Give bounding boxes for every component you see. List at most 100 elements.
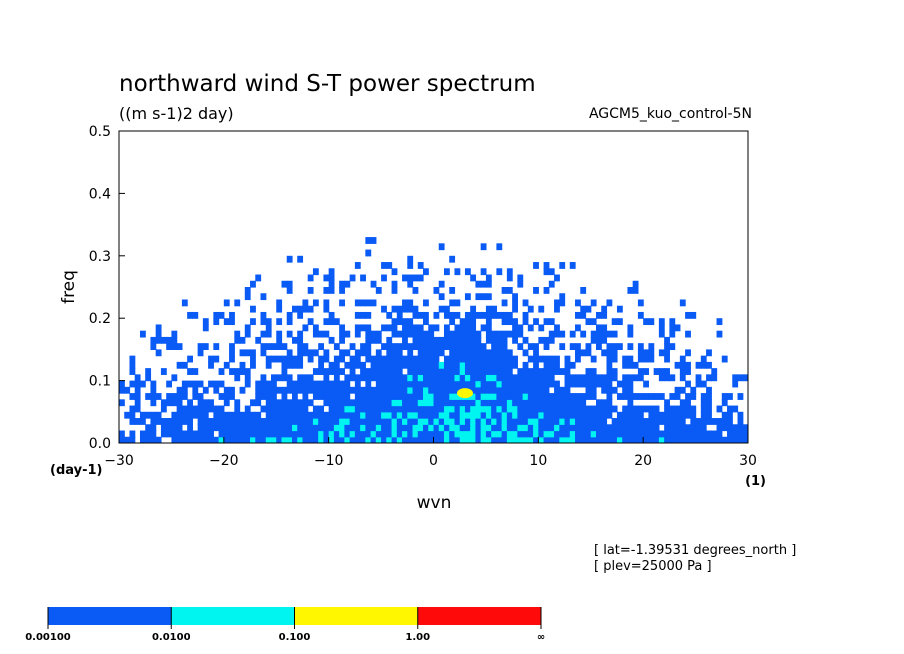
- spectrum-cell: [192, 311, 199, 319]
- spectrum-cell: [396, 374, 403, 382]
- spectrum-cell: [632, 393, 639, 400]
- spectrum-cell: [417, 368, 424, 375]
- spectrum-cell: [433, 393, 440, 400]
- spectrum-cell: [255, 386, 262, 394]
- spectrum-cell: [559, 293, 566, 301]
- spectrum-cell: [433, 424, 440, 432]
- spectrum-cell: [402, 336, 408, 344]
- spectrum-cell: [721, 424, 728, 432]
- spectrum-cell: [627, 386, 634, 394]
- spectrum-cell: [522, 374, 529, 382]
- spectrum-cell: [417, 343, 424, 350]
- spectrum-cell: [533, 374, 539, 382]
- spectrum-cell: [333, 405, 340, 413]
- spectrum-cell: [616, 430, 623, 438]
- spectrum-cell: [423, 436, 429, 443]
- spectrum-cell: [554, 424, 560, 432]
- spectrum-cell: [302, 299, 309, 307]
- spectrum-cell: [328, 418, 335, 425]
- spectrum-cell: [627, 411, 634, 419]
- spectrum-cell: [443, 411, 450, 419]
- spectrum-cell: [181, 380, 188, 388]
- spectrum-cell: [328, 380, 335, 388]
- spectrum-cell: [627, 355, 634, 363]
- spectrum-cell: [139, 411, 146, 419]
- spectrum-cell: [438, 386, 445, 394]
- spectrum-cell: [213, 318, 220, 326]
- spectrum-cell: [323, 430, 330, 438]
- spectrum-cell: [742, 436, 748, 443]
- spectrum-cell: [349, 405, 356, 413]
- spectrum-cell: [391, 436, 398, 443]
- spectrum-cell: [622, 436, 629, 443]
- spectrum-cell: [396, 330, 403, 338]
- spectrum-cell: [265, 330, 272, 338]
- spectrum-cell: [475, 405, 482, 413]
- spectrum-cell: [637, 368, 644, 375]
- spectrum-cell: [396, 343, 403, 350]
- spectrum-cell: [271, 374, 277, 382]
- spectrum-cell: [134, 399, 141, 407]
- spectrum-cell: [679, 374, 686, 382]
- spectrum-cell: [276, 418, 283, 425]
- spectrum-cell: [433, 436, 440, 443]
- spectrum-cell: [564, 411, 571, 419]
- spectrum-cell: [375, 330, 382, 338]
- spectrum-cell: [218, 405, 225, 413]
- spectrum-cell: [302, 374, 309, 382]
- spectrum-cell: [501, 380, 508, 388]
- spectrum-cell: [417, 324, 424, 332]
- spectrum-cell: [396, 349, 403, 357]
- spectrum-cell: [438, 361, 445, 369]
- y-axis-label: freq: [59, 270, 79, 304]
- spectrum-cell: [281, 418, 288, 425]
- spectrum-cell: [501, 418, 508, 425]
- spectrum-cell: [181, 386, 188, 394]
- spectrum-cell: [192, 393, 199, 400]
- spectrum-cell: [244, 418, 251, 425]
- spectrum-cell: [470, 274, 477, 282]
- spectrum-cell: [381, 262, 387, 269]
- x-axis-ticks: −30 −20 −10 0 10 20 30: [104, 437, 757, 469]
- spectrum-cell: [197, 436, 204, 443]
- spectrum-cell: [685, 380, 691, 388]
- spectrum-cell: [564, 424, 571, 432]
- spectrum-cell: [129, 355, 136, 363]
- spectrum-cell: [554, 386, 560, 394]
- spectrum-cell: [496, 418, 503, 425]
- spectrum-cell: [727, 430, 733, 438]
- spectrum-cell: [176, 386, 183, 394]
- spectrum-cell: [496, 349, 503, 357]
- spectrum-cell: [501, 424, 508, 432]
- spectrum-cell: [396, 311, 403, 319]
- spectrum-cell: [548, 405, 555, 413]
- spectrum-cell: [501, 318, 508, 326]
- spectrum-cell: [464, 361, 471, 369]
- spectrum-cell: [685, 349, 691, 357]
- spectrum-cell: [590, 411, 597, 419]
- spectrum-cell: [360, 436, 366, 443]
- spectrum-cell: [229, 343, 235, 350]
- spectrum-cell: [580, 424, 587, 432]
- spectrum-cell: [171, 424, 178, 432]
- spectrum-cell: [501, 343, 508, 350]
- spectrum-cell: [470, 411, 477, 419]
- spectrum-cell: [344, 405, 351, 413]
- spectrum-cell: [244, 368, 251, 375]
- spectrum-cell: [333, 430, 340, 438]
- spectrum-cell: [706, 393, 712, 400]
- spectrum-cell: [260, 293, 267, 301]
- spectrum-cell: [449, 311, 456, 319]
- spectrum-cell: [276, 355, 283, 363]
- spectrum-cell: [475, 311, 482, 319]
- spectrum-cell: [491, 424, 497, 432]
- spectrum-cell: [119, 386, 125, 394]
- spectrum-cell: [297, 330, 304, 338]
- spectrum-cell: [601, 386, 608, 394]
- spectrum-cell: [569, 361, 576, 369]
- spectrum-cell: [344, 393, 351, 400]
- spectrum-cell: [354, 430, 361, 438]
- spectrum-cell: [690, 436, 697, 443]
- spectrum-cell: [679, 430, 686, 438]
- spectrum-cell: [255, 436, 262, 443]
